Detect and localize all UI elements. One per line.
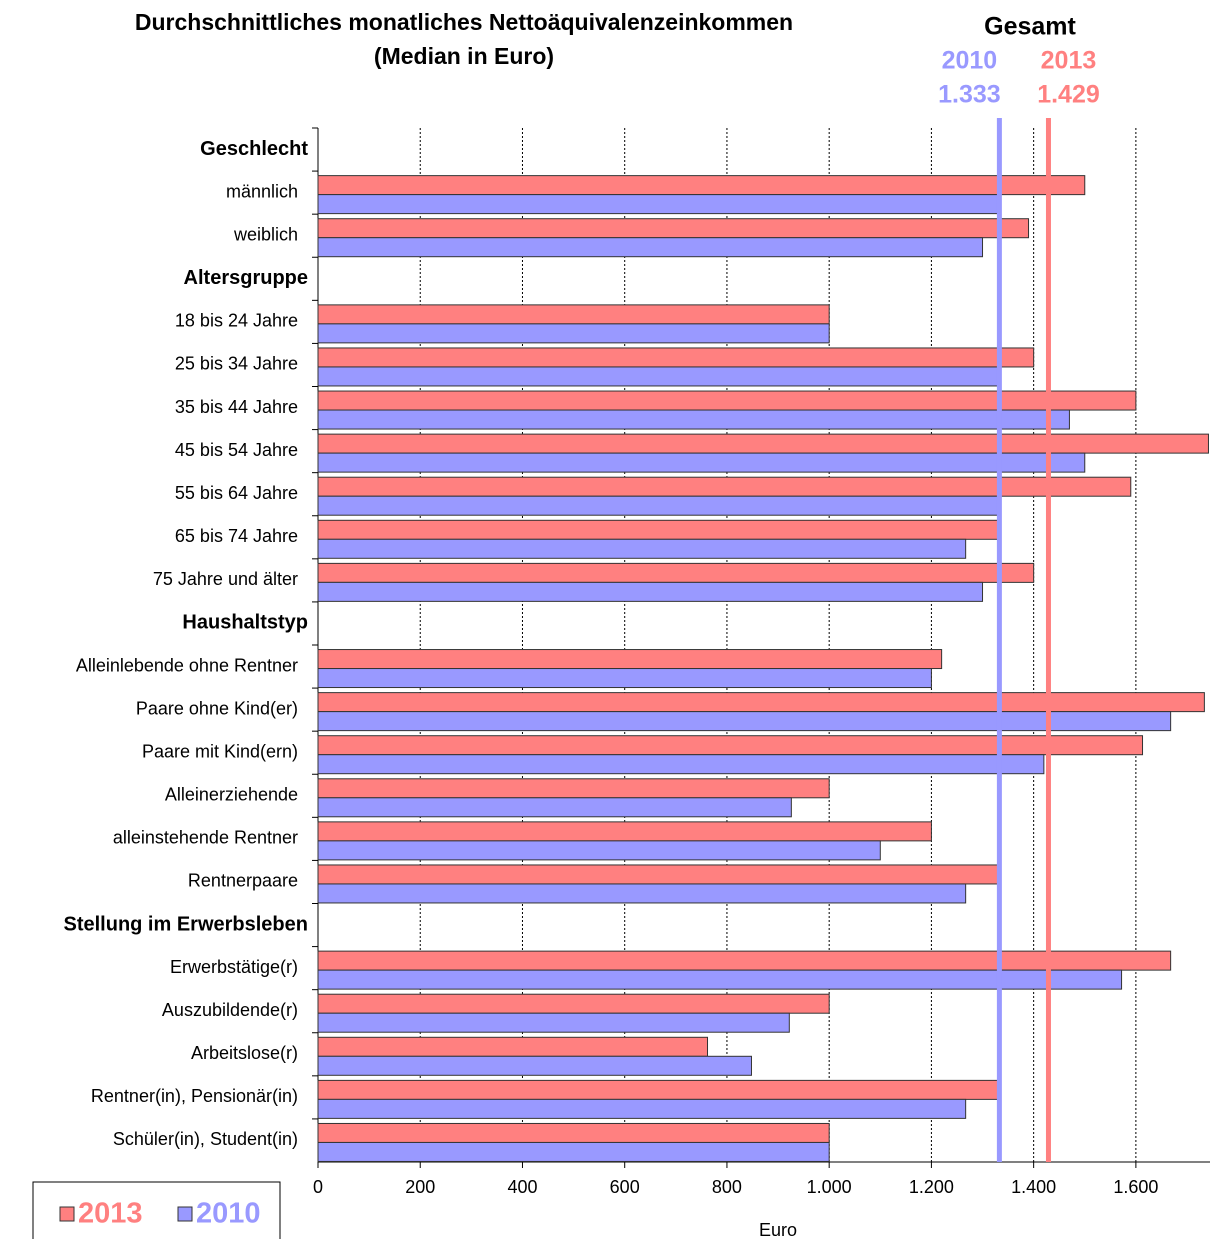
y-tick-label: männlich	[226, 181, 298, 201]
bar	[317, 1122, 830, 1143]
y-tick-label: 45 bis 54 Jahre	[175, 440, 298, 460]
bar	[317, 323, 830, 344]
chart-title: Durchschnittliches monatliches Nettoäqui…	[135, 9, 793, 35]
y-tick-label: Paare ohne Kind(er)	[136, 698, 298, 718]
group-label: Altersgruppe	[184, 267, 308, 289]
reference-value: 1.333	[938, 81, 1001, 109]
bar	[317, 711, 1172, 732]
y-tick-label: weiblich	[233, 224, 298, 244]
y-tick-label: 35 bis 44 Jahre	[175, 397, 298, 417]
y-tick-label: Arbeitslose(r)	[191, 1043, 298, 1063]
x-tick-label: 600	[610, 1177, 640, 1197]
bar	[317, 581, 984, 602]
y-tick-label: 75 Jahre und älter	[153, 569, 298, 589]
y-tick-label: 55 bis 64 Jahre	[175, 483, 298, 503]
bar	[317, 1079, 1000, 1100]
y-tick-label: Alleinlebende ohne Rentner	[76, 655, 298, 675]
bar	[317, 433, 1209, 454]
chart-title: (Median in Euro)	[374, 43, 554, 69]
bar	[317, 366, 1000, 387]
bar	[317, 1141, 830, 1162]
bar	[317, 735, 1144, 756]
bar	[317, 840, 881, 861]
y-tick-label: Alleinerziehende	[165, 785, 298, 805]
group-label: Geschlecht	[200, 138, 308, 160]
bar	[317, 390, 1137, 411]
bar	[317, 778, 830, 799]
y-tick-label: Rentner(in), Pensionär(in)	[91, 1086, 298, 1106]
bar	[317, 950, 1172, 971]
bar	[317, 452, 1086, 473]
x-tick-label: 1.600	[1113, 1177, 1158, 1197]
x-tick-label: 1.400	[1011, 1177, 1056, 1197]
y-tick-label: Paare mit Kind(ern)	[142, 741, 298, 761]
bar	[317, 409, 1070, 430]
reference-name: 2010	[942, 47, 998, 75]
bar	[317, 519, 1000, 540]
legend-swatch	[59, 1206, 75, 1222]
y-tick-label: Schüler(in), Student(in)	[113, 1129, 298, 1149]
bar	[317, 821, 932, 842]
bar	[317, 1012, 790, 1033]
y-tick-label: alleinstehende Rentner	[113, 828, 298, 848]
reference-value: 1.429	[1037, 81, 1100, 109]
bar	[317, 754, 1045, 775]
y-tick-label: Erwerbstätige(r)	[170, 957, 298, 977]
x-tick-label: 1.000	[807, 1177, 852, 1197]
bar	[317, 194, 1000, 215]
bar	[317, 649, 943, 670]
group-label: Haushaltstyp	[182, 612, 308, 634]
x-tick-label: 0	[313, 1177, 323, 1197]
x-axis-label: Euro	[759, 1220, 797, 1239]
y-tick-label: Auszubildende(r)	[162, 1000, 298, 1020]
bar	[317, 1098, 967, 1119]
bar	[317, 668, 932, 689]
bar	[317, 864, 1000, 885]
legend-label: 2013	[78, 1198, 143, 1230]
reference-name: 2013	[1041, 47, 1097, 75]
bar	[317, 797, 792, 818]
bar	[317, 175, 1086, 196]
bar	[317, 562, 1035, 583]
y-tick-label: 18 bis 24 Jahre	[175, 311, 298, 331]
bar	[317, 476, 1132, 497]
group-label: Stellung im Erwerbsleben	[63, 913, 308, 935]
bar	[317, 538, 967, 559]
bar	[317, 1036, 709, 1057]
x-tick-label: 200	[405, 1177, 435, 1197]
bar	[317, 304, 830, 325]
legend: 2013 2010	[32, 1181, 281, 1239]
bar	[317, 495, 1000, 516]
y-tick-label: 65 bis 74 Jahre	[175, 526, 298, 546]
bar	[317, 1055, 752, 1076]
bar	[317, 969, 1123, 990]
y-tick-label: Rentnerpaare	[188, 871, 298, 891]
legend-swatch	[177, 1206, 193, 1222]
x-tick-label: 1.200	[909, 1177, 954, 1197]
bar	[317, 692, 1205, 713]
bar	[317, 237, 984, 258]
bar	[317, 993, 830, 1014]
reference-title: Gesamt	[984, 13, 1076, 41]
x-tick-label: 400	[507, 1177, 537, 1197]
bar	[317, 883, 967, 904]
bar	[317, 347, 1035, 368]
bar	[317, 218, 1030, 239]
legend-label: 2010	[196, 1198, 261, 1230]
x-tick-label: 800	[712, 1177, 742, 1197]
y-tick-label: 25 bis 34 Jahre	[175, 354, 298, 374]
